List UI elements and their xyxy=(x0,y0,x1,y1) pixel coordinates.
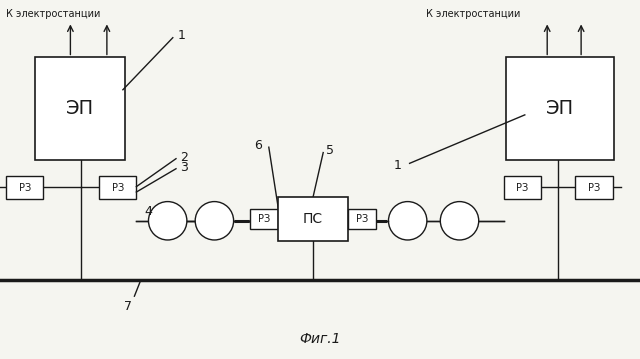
Text: 2: 2 xyxy=(180,151,188,164)
Ellipse shape xyxy=(195,202,234,240)
Text: 5: 5 xyxy=(326,144,334,157)
Text: ЭП: ЭП xyxy=(66,99,94,118)
Bar xyxy=(35,57,125,160)
Text: РЗ: РЗ xyxy=(19,183,31,192)
Bar xyxy=(6,176,43,199)
Text: Фиг.1: Фиг.1 xyxy=(300,332,340,346)
Text: 1: 1 xyxy=(178,29,186,42)
Text: ЭП: ЭП xyxy=(546,99,574,118)
Text: ПС: ПС xyxy=(303,212,323,226)
Text: К электростанции: К электростанции xyxy=(426,9,520,19)
Ellipse shape xyxy=(148,202,187,240)
Bar xyxy=(506,57,614,160)
Text: РЗ: РЗ xyxy=(111,183,124,192)
Bar xyxy=(99,176,136,199)
Text: 1: 1 xyxy=(394,159,402,172)
Bar xyxy=(250,209,278,229)
Ellipse shape xyxy=(440,202,479,240)
Text: 4: 4 xyxy=(145,205,152,218)
Ellipse shape xyxy=(388,202,427,240)
Text: РЗ: РЗ xyxy=(258,214,270,224)
Text: РЗ: РЗ xyxy=(588,183,600,192)
Bar xyxy=(348,209,376,229)
Text: 3: 3 xyxy=(180,161,188,174)
Text: РЗ: РЗ xyxy=(516,183,529,192)
Text: К электростанции: К электростанции xyxy=(6,9,100,19)
Bar xyxy=(504,176,541,199)
Text: РЗ: РЗ xyxy=(356,214,368,224)
Bar xyxy=(278,197,348,241)
Text: 6: 6 xyxy=(255,139,262,152)
Bar xyxy=(575,176,613,199)
Text: 7: 7 xyxy=(124,300,132,313)
